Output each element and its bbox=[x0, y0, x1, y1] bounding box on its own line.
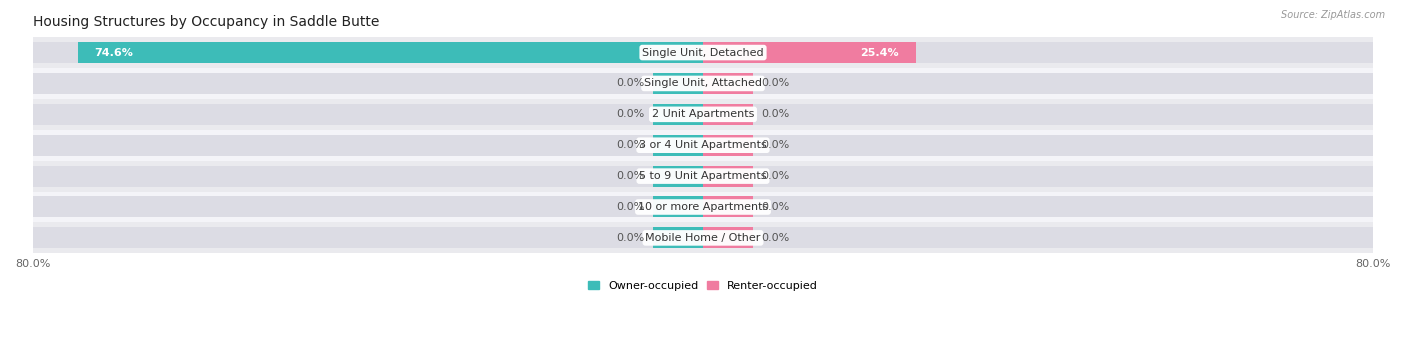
Text: 0.0%: 0.0% bbox=[616, 171, 644, 181]
Bar bbox=[703, 135, 1374, 156]
Text: Source: ZipAtlas.com: Source: ZipAtlas.com bbox=[1281, 10, 1385, 20]
Text: Mobile Home / Other: Mobile Home / Other bbox=[645, 233, 761, 243]
Bar bbox=[652, 135, 703, 156]
Text: 74.6%: 74.6% bbox=[94, 47, 134, 58]
Bar bbox=[32, 135, 703, 156]
Text: 3 or 4 Unit Apartments: 3 or 4 Unit Apartments bbox=[640, 140, 766, 150]
Text: 0.0%: 0.0% bbox=[762, 171, 790, 181]
Bar bbox=[32, 166, 703, 187]
Text: 0.0%: 0.0% bbox=[616, 202, 644, 212]
Text: 0.0%: 0.0% bbox=[616, 140, 644, 150]
Bar bbox=[703, 73, 754, 94]
Text: 0.0%: 0.0% bbox=[762, 78, 790, 88]
Text: 0.0%: 0.0% bbox=[616, 78, 644, 88]
Text: 5 to 9 Unit Apartments: 5 to 9 Unit Apartments bbox=[640, 171, 766, 181]
Bar bbox=[77, 42, 703, 63]
Text: 0.0%: 0.0% bbox=[762, 202, 790, 212]
Bar bbox=[32, 37, 1374, 68]
Bar bbox=[703, 104, 1374, 125]
Bar bbox=[32, 222, 1374, 253]
Text: 2 Unit Apartments: 2 Unit Apartments bbox=[652, 109, 754, 119]
Bar bbox=[703, 227, 754, 248]
Bar bbox=[32, 196, 703, 218]
Bar bbox=[652, 227, 703, 248]
Text: Housing Structures by Occupancy in Saddle Butte: Housing Structures by Occupancy in Saddl… bbox=[32, 15, 380, 29]
Bar bbox=[652, 196, 703, 218]
Bar bbox=[703, 227, 1374, 248]
Bar bbox=[703, 196, 1374, 218]
Bar bbox=[32, 68, 1374, 99]
Text: 0.0%: 0.0% bbox=[762, 109, 790, 119]
Bar bbox=[32, 73, 703, 94]
Bar bbox=[703, 166, 754, 187]
Text: 0.0%: 0.0% bbox=[616, 109, 644, 119]
Bar bbox=[652, 73, 703, 94]
Bar bbox=[32, 104, 703, 125]
Text: 10 or more Apartments: 10 or more Apartments bbox=[638, 202, 768, 212]
Bar bbox=[703, 42, 915, 63]
Bar bbox=[32, 130, 1374, 161]
Bar bbox=[32, 42, 703, 63]
Text: Single Unit, Detached: Single Unit, Detached bbox=[643, 47, 763, 58]
Bar bbox=[703, 73, 1374, 94]
Text: Single Unit, Attached: Single Unit, Attached bbox=[644, 78, 762, 88]
Bar bbox=[652, 166, 703, 187]
Bar bbox=[703, 42, 1374, 63]
Bar bbox=[703, 166, 1374, 187]
Text: 0.0%: 0.0% bbox=[616, 233, 644, 243]
Bar bbox=[652, 104, 703, 125]
Bar bbox=[32, 192, 1374, 222]
Legend: Owner-occupied, Renter-occupied: Owner-occupied, Renter-occupied bbox=[583, 276, 823, 295]
Bar bbox=[703, 104, 754, 125]
Bar bbox=[703, 196, 754, 218]
Bar bbox=[703, 135, 754, 156]
Bar bbox=[32, 227, 703, 248]
Bar bbox=[32, 99, 1374, 130]
Bar bbox=[32, 161, 1374, 192]
Text: 25.4%: 25.4% bbox=[860, 47, 898, 58]
Text: 0.0%: 0.0% bbox=[762, 140, 790, 150]
Text: 0.0%: 0.0% bbox=[762, 233, 790, 243]
